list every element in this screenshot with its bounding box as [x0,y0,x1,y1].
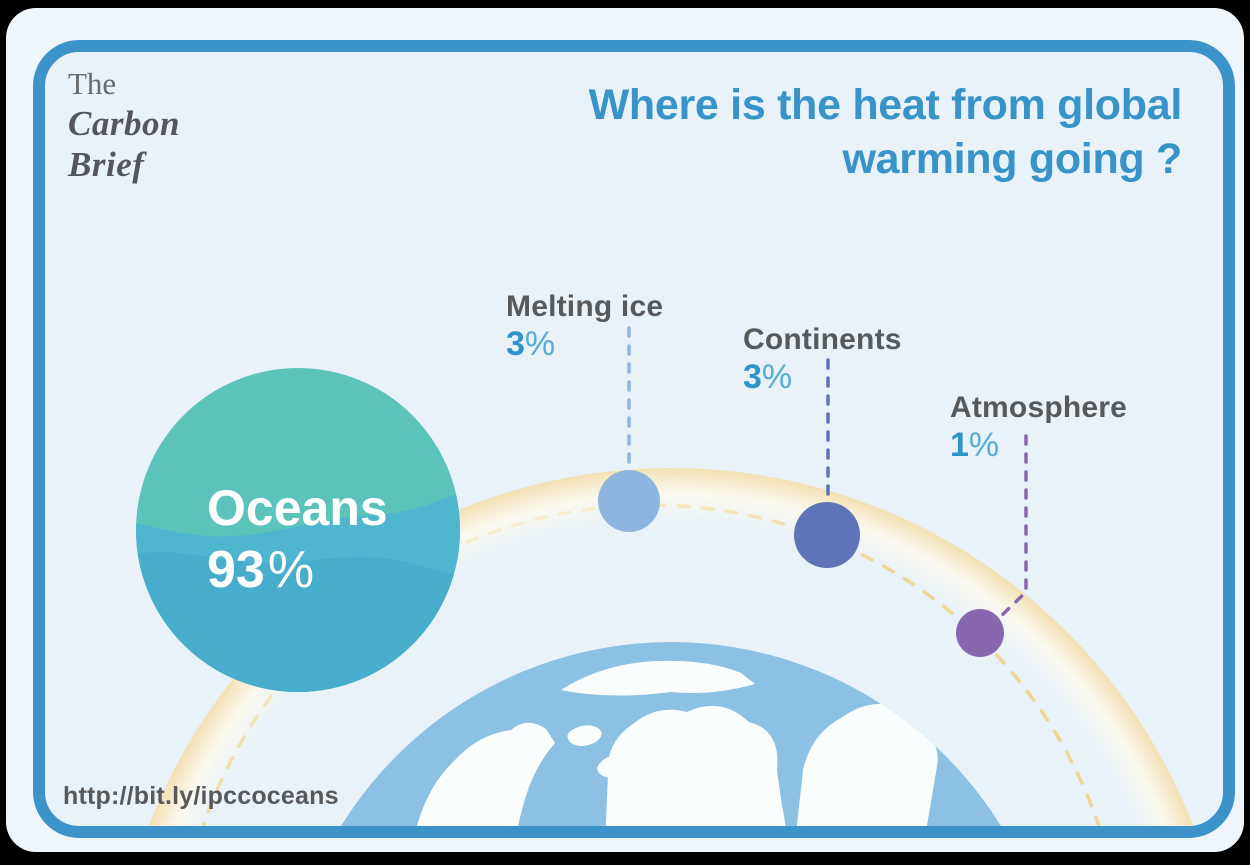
oceans-bubble: Oceans 93% [136,368,460,692]
melting-ice-bubble [598,470,660,532]
oceans-value: 93% [207,541,314,599]
infographic-card: Oceans 93% Melting ice 3% Continents [33,40,1235,838]
globe-continents [413,660,938,826]
continents-value: 3% [743,358,793,396]
atmosphere-value: 1% [950,426,1000,464]
page-title: Where is the heat from global warming go… [588,78,1183,186]
logo-the: The [68,66,117,101]
carbon-brief-logo: The Carbon Brief [68,66,180,185]
globe-illustration [283,642,1059,826]
atmosphere-bubble [956,609,1004,657]
continents-label: Continents [743,323,902,356]
melting-ice-annotation: Melting ice 3% [506,290,663,362]
continents-bubble [794,502,860,568]
melting-ice-label: Melting ice [506,290,664,323]
atmosphere-annotation: Atmosphere 1% [950,391,1127,463]
logo-brief: Brief [68,144,145,184]
poster-margin: Oceans 93% Melting ice 3% Continents [6,8,1244,852]
oceans-label: Oceans [207,480,388,536]
title-line-2: warming going ? [842,135,1183,183]
continents-annotation: Continents 3% [743,323,902,395]
card-inner: Oceans 93% Melting ice 3% Continents [45,52,1223,826]
source-url-link[interactable]: http://bit.ly/ipccoceans [63,782,339,810]
melting-ice-value: 3% [506,325,556,363]
title-line-1: Where is the heat from global [588,81,1183,129]
atmosphere-label: Atmosphere [950,391,1128,424]
logo-carbon: Carbon [68,103,180,143]
